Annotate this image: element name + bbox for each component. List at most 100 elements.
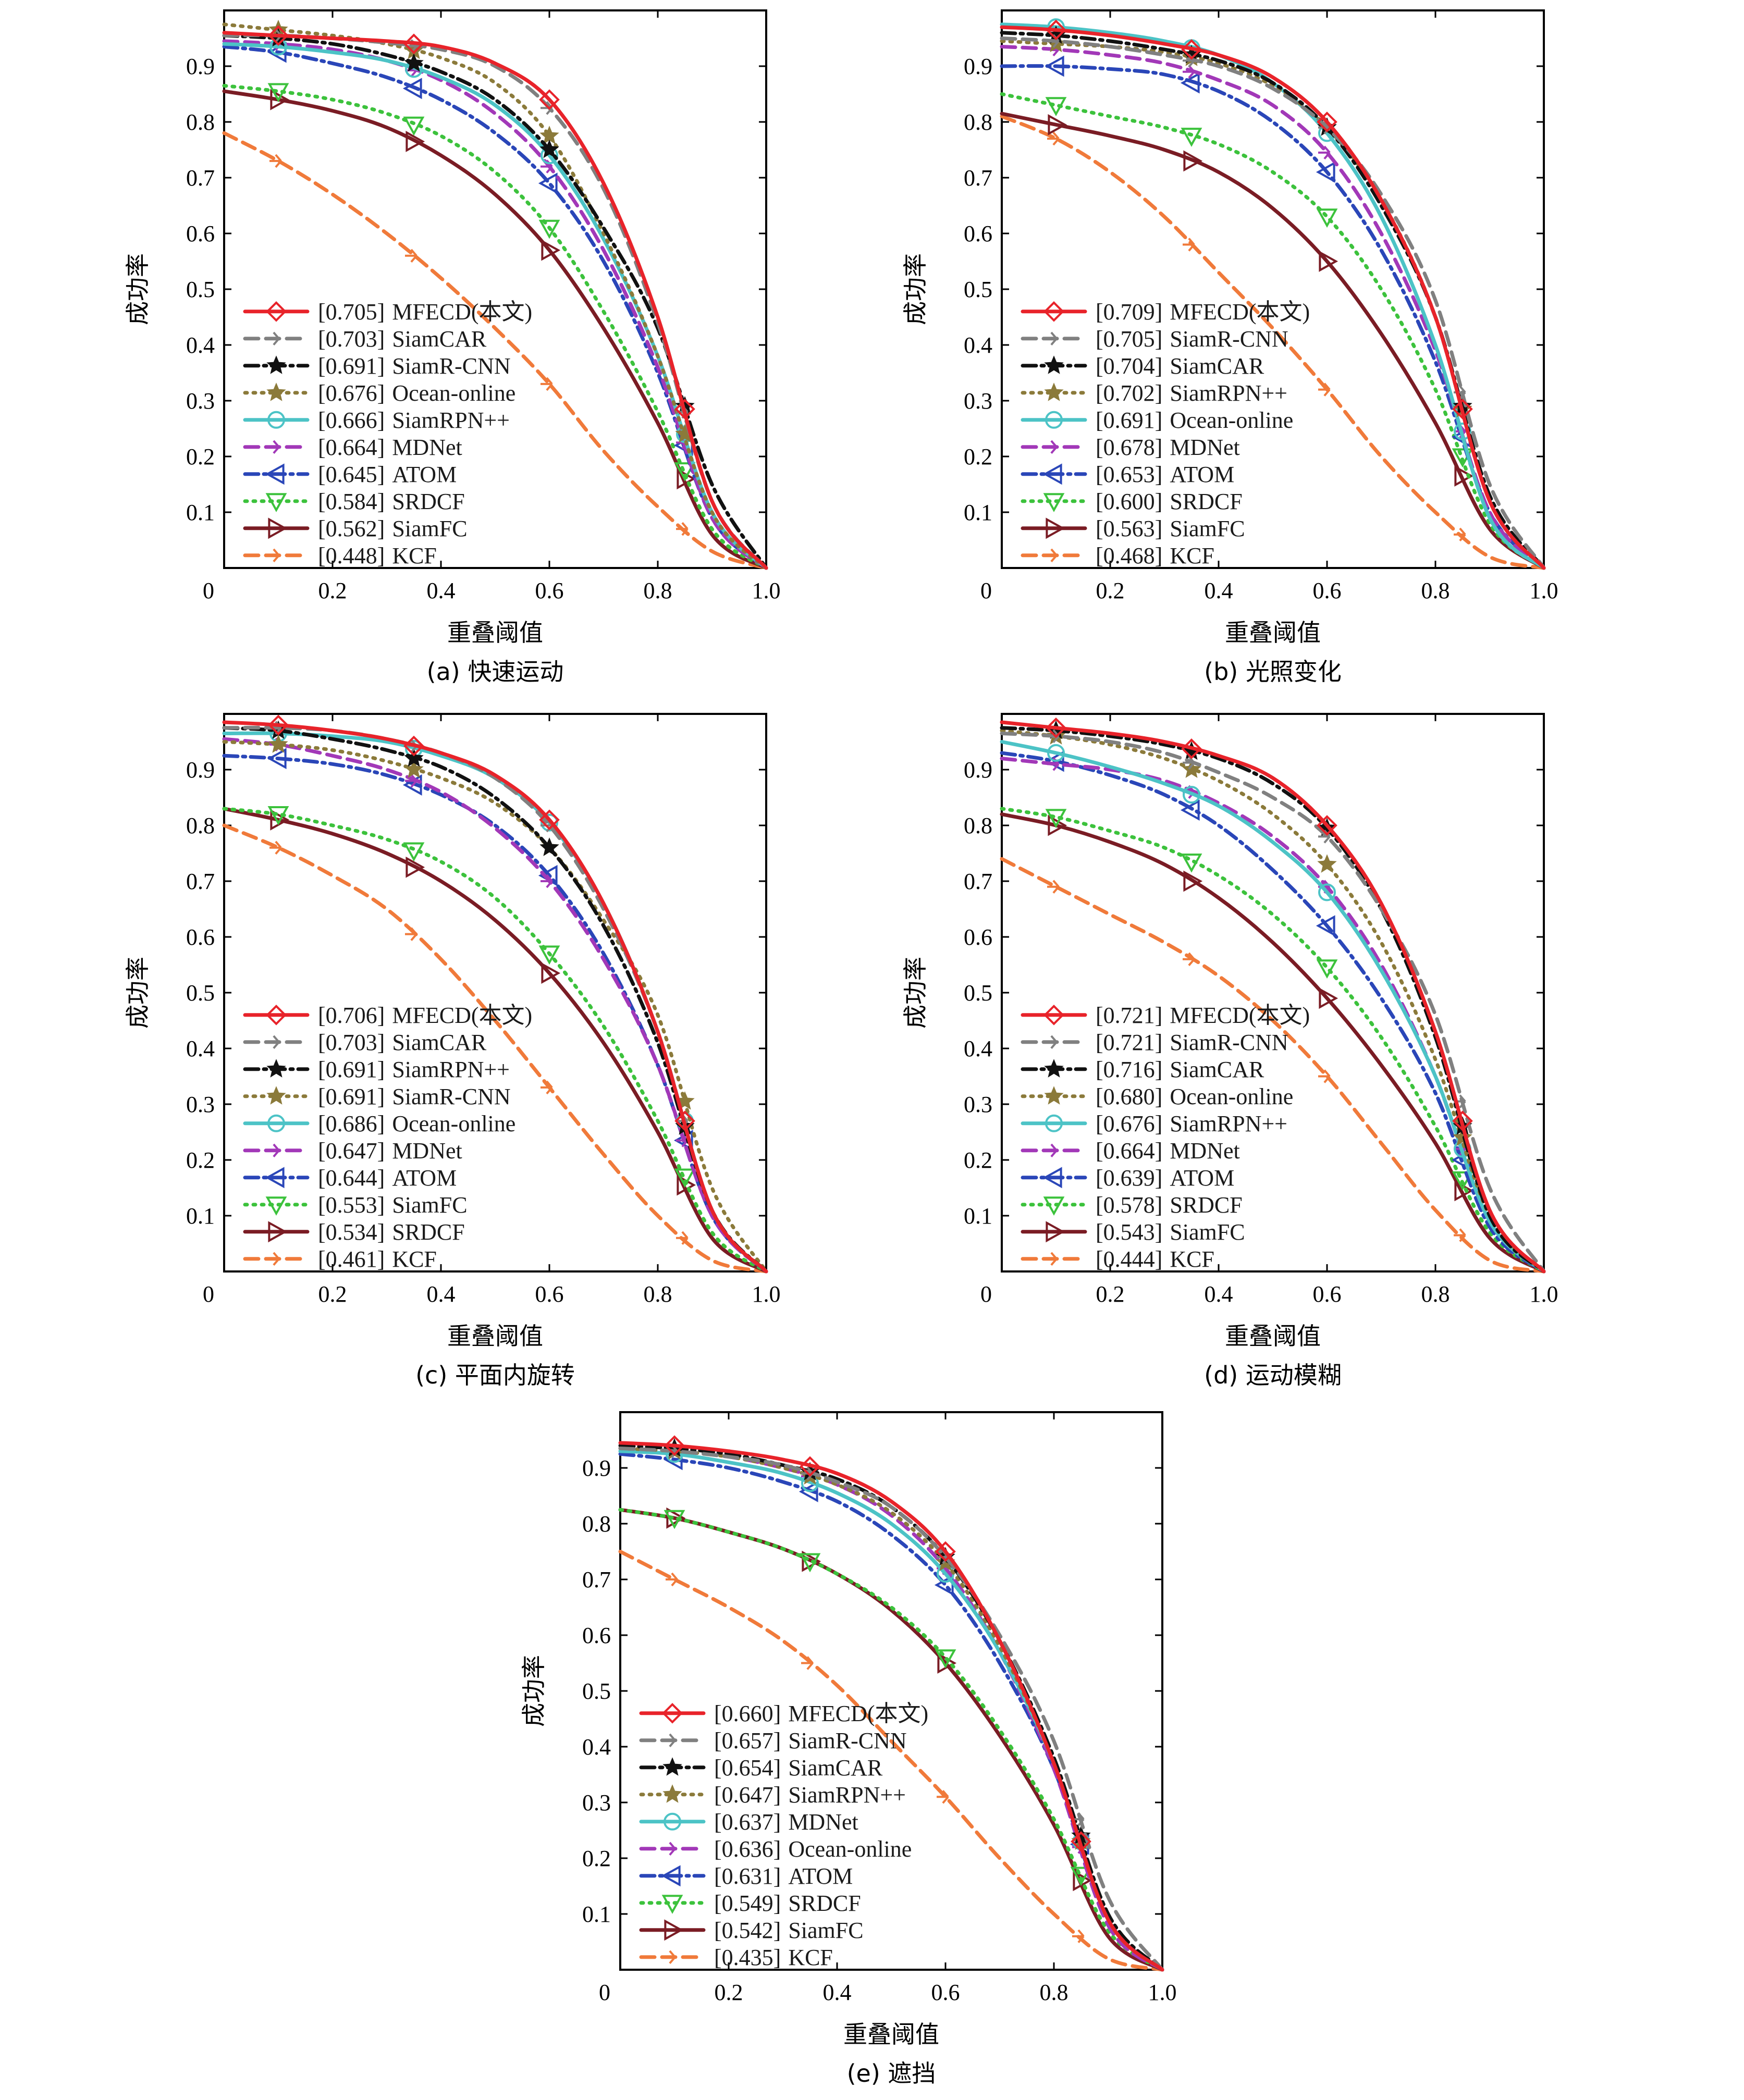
legend-name: Ocean-online [392,1111,515,1137]
legend-entry: [0.703] SiamCAR [318,326,487,352]
data-point-marker [676,522,689,536]
legend-score: [0.709] [1096,299,1162,325]
y-axis-label: 成功率 [901,957,929,1029]
series-line-siamrpn++ [1000,740,1546,1274]
data-point-marker [268,714,289,736]
chart-panel-e: 0 0.2 0.4 0.6 0.8 1.0 0.1 0.2 0.3 0.4 0.5 0.6 0.7 0.8… [516,1402,1177,2100]
legend-marker [1043,1004,1064,1026]
legend-name: SiamRPN++ [392,1057,510,1082]
legend-entry: [0.543] SiamFC [1096,1219,1245,1245]
y-tick-label: 0.5 [582,1678,611,1704]
legend-entry: [0.680] Ocean-online [1096,1084,1293,1109]
chart-caption: (d) 运动模糊 [1204,1361,1342,1389]
chart-caption: (e) 遮挡 [847,2059,936,2087]
data-point-marker [1454,1228,1466,1242]
data-point-marker [674,462,696,481]
series-line-ocean-online [1000,22,1546,570]
series-line-srdcf [222,807,768,1274]
x-axis-label: 重叠阈值 [843,2020,939,2048]
legend-entry: [0.709] MFECD(本文) [1096,299,1310,325]
legend-name: SiamR-CNN [788,1728,906,1753]
x-tick-label: 0.8 [1421,1281,1450,1307]
data-point-marker [541,962,561,984]
data-point-marker [268,25,289,46]
series-line-kcf [1000,857,1546,1274]
y-tick-label: 0.5 [964,980,992,1006]
y-tick-label: 0.8 [186,813,215,838]
x-tick-label: 0.8 [1040,1980,1068,2005]
chart-panel-c: 0 0.2 0.4 0.6 0.8 1.0 0.1 0.2 0.3 0.4 0.5 0.6 0.7 0.8… [120,703,781,1402]
y-tick-label: 0.1 [582,1901,611,1927]
legend-marker [1046,1221,1065,1243]
legend-score: [0.444] [1096,1246,1162,1272]
data-point-marker [1317,854,1337,873]
legend-score: [0.645] [318,462,385,487]
legend-score: [0.468] [1096,543,1162,569]
data-point-marker [541,1080,553,1095]
legend-name: SiamFC [392,1192,467,1218]
legend-name: SiamR-CNN [1170,326,1288,352]
data-point-marker [801,1656,814,1670]
data-point-marker [539,89,560,110]
legend-entry: [0.703] SiamCAR [318,1030,487,1055]
legend-score: [0.680] [1096,1084,1162,1109]
legend-name: MFECD(本文) [392,299,532,325]
legend-marker [664,1950,676,1965]
legend-marker [268,1221,288,1243]
legend-name: SiamFC [392,516,467,541]
y-axis-label: 成功率 [520,1655,548,1727]
legend-name: ATOM [1170,462,1234,487]
legend-name: ATOM [392,462,457,487]
legend-name: SiamR-CNN [392,1084,510,1109]
data-point-marker [1046,19,1066,41]
y-tick-label: 0.4 [964,332,992,358]
legend-entry: [0.542] SiamFC [714,1918,864,1943]
legend-name: MDNet [1170,435,1239,460]
legend-entry: [0.676] Ocean-online [318,380,515,406]
legend-name: SRDCF [1170,489,1242,514]
data-point-marker [405,249,417,263]
y-tick-label: 0.2 [964,444,992,470]
legend-score: [0.543] [1096,1219,1162,1245]
series-line-siamr-cnn [1000,36,1546,570]
legend-score: [0.644] [318,1165,385,1191]
legend-marker [1042,1167,1062,1189]
data-point-marker [799,1553,821,1573]
data-point-marker [404,748,424,767]
legend-score: [0.706] [318,1003,385,1028]
legend-score: [0.676] [318,380,385,406]
data-point-marker [538,172,558,194]
chart-panel-b: 0 0.2 0.4 0.6 0.8 1.0 0.1 0.2 0.3 0.4 0.5 0.6 0.7 0.8… [898,0,1558,698]
y-tick-label: 0.5 [186,980,215,1006]
y-tick-label: 0.3 [582,1790,611,1815]
legend-entry: [0.691] SiamRPN++ [318,1057,510,1082]
legend-score: [0.584] [318,489,385,514]
data-point-marker [1316,208,1338,228]
x-tick-label: 0.4 [427,578,456,603]
data-point-marker [403,116,425,136]
x-tick-label: 0.2 [318,1281,347,1307]
legend-marker [1042,463,1062,485]
legend-marker [664,1919,684,1941]
data-point-marker [539,809,560,831]
data-point-marker [1318,382,1331,397]
x-tick-label: 1.0 [752,578,781,603]
series-line-atom [1000,64,1546,570]
legend-marker [1044,382,1064,401]
y-tick-label: 0.6 [582,1623,611,1648]
data-point-marker [1180,799,1200,821]
x-tick-label: 0.6 [931,1980,960,2005]
legend-score: [0.686] [318,1111,385,1137]
chart-panel-a: 0 0.2 0.4 0.6 0.8 1.0 0.1 0.2 0.3 0.4 0.5 0.6 0.7 0.8… [120,0,781,698]
data-point-marker [1318,1069,1331,1083]
legend-name: Ocean-online [788,1836,912,1862]
data-point-marker [1183,65,1195,79]
x-tick-label: 0.8 [644,1281,672,1307]
x-tick-label: 0 [980,578,992,603]
data-point-marker [270,89,290,110]
y-tick-label: 0.6 [964,221,992,246]
legend-entry: [0.657] SiamR-CNN [714,1728,907,1753]
x-tick-label: 0.4 [823,1980,852,2005]
legend-marker [1045,331,1058,346]
legend-entry: [0.702] SiamRPN++ [1096,380,1287,406]
